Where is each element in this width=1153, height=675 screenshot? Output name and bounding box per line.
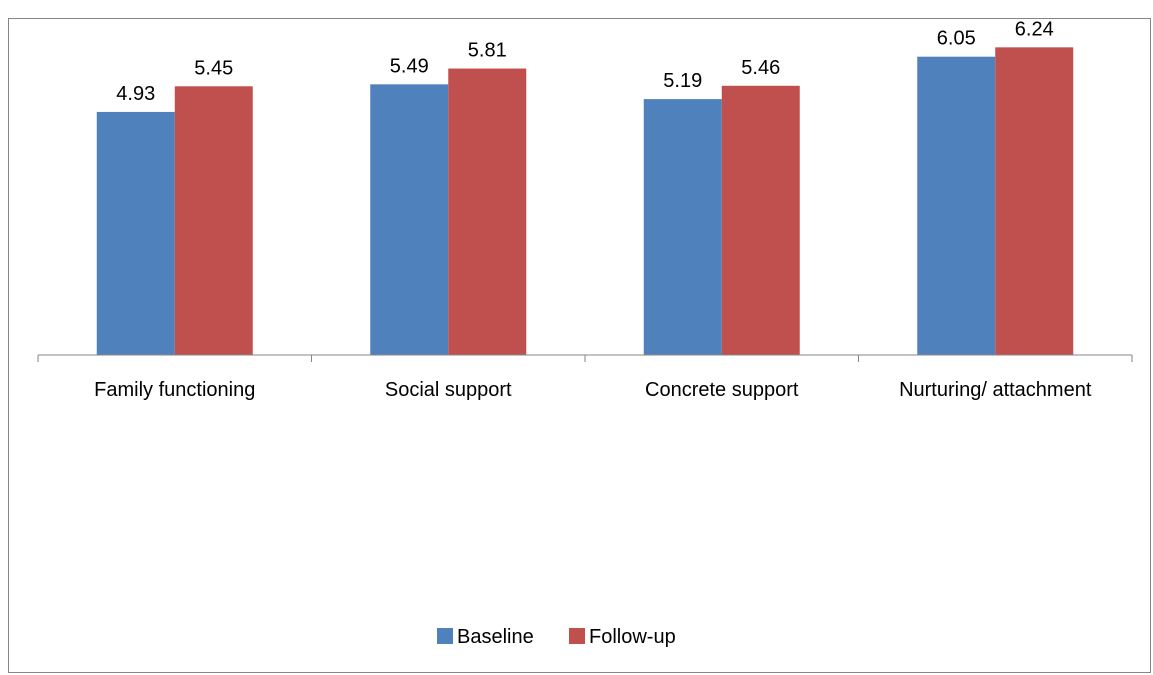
bar-follow-up-family-functioning — [174, 86, 253, 355]
x-tick-label-nurturing-attachment: Nurturing/ attachment — [899, 379, 1092, 401]
bar-baseline-concrete-support — [643, 99, 722, 356]
legend-swatch-baseline — [437, 628, 453, 644]
x-tick-label-social-support: Social support — [385, 379, 512, 401]
bar-baseline-social-support — [370, 84, 449, 355]
x-tick-label-concrete-support: Concrete support — [645, 379, 799, 401]
bar-follow-up-nurturing-attachment — [995, 47, 1074, 355]
data-label-follow-up-nurturing-attachment: 6.24 — [1015, 18, 1054, 40]
data-label-follow-up-social-support: 5.81 — [468, 40, 507, 62]
data-label-follow-up-concrete-support: 5.46 — [741, 57, 780, 79]
data-label-baseline-family-functioning: 4.93 — [116, 83, 155, 105]
legend-label-baseline: Baseline — [457, 626, 534, 648]
data-label-baseline-concrete-support: 5.19 — [663, 70, 702, 92]
data-label-follow-up-family-functioning: 5.45 — [194, 57, 233, 79]
bar-follow-up-concrete-support — [721, 85, 800, 356]
legend-swatch-follow-up — [569, 628, 585, 644]
bar-follow-up-social-support — [448, 68, 527, 355]
legend-label-follow-up: Follow-up — [589, 626, 676, 648]
data-label-baseline-nurturing-attachment: 6.05 — [937, 28, 976, 50]
x-tick-label-family-functioning: Family functioning — [94, 379, 255, 401]
data-label-baseline-social-support: 5.49 — [390, 55, 429, 77]
bar-baseline-nurturing-attachment — [917, 56, 996, 356]
bar-baseline-family-functioning — [96, 111, 175, 355]
